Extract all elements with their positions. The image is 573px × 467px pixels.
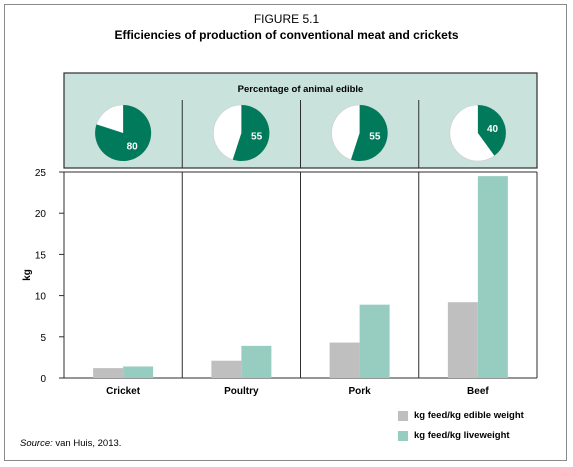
bar-pork-liveweight bbox=[359, 304, 390, 378]
y-tick-label: 20 bbox=[35, 209, 47, 220]
bar-poultry-liveweight bbox=[241, 345, 272, 378]
y-tick-label: 0 bbox=[40, 374, 46, 385]
x-tick-label-cricket: Cricket bbox=[106, 386, 141, 397]
source-note: Source: van Huis, 2013. bbox=[20, 438, 121, 449]
y-tick-label: 15 bbox=[35, 250, 47, 261]
bar-chart: 0 5 10 15 20 25 kg Cricket Poultry Pork Beef bbox=[22, 168, 538, 397]
pie-label-beef: 40 bbox=[487, 124, 499, 135]
legend-swatch-edible bbox=[398, 410, 408, 421]
pie-label-pork: 55 bbox=[369, 131, 381, 142]
pie-label-poultry: 55 bbox=[251, 131, 263, 142]
source-prefix: Source: bbox=[20, 438, 53, 449]
pie-panel-title: Percentage of animal edible bbox=[238, 84, 364, 95]
figure-title: Efficiencies of production of convention… bbox=[114, 28, 459, 42]
legend-swatch-liveweight bbox=[398, 430, 408, 441]
bar-cricket-edible bbox=[93, 368, 124, 378]
bar-pork-edible bbox=[329, 342, 360, 378]
legend-item-edible: kg feed/kg edible weight bbox=[398, 410, 524, 421]
pie-slice-beef bbox=[477, 105, 506, 156]
x-tick-label-poultry: Poultry bbox=[224, 386, 259, 397]
x-tick-label-beef: Beef bbox=[467, 386, 489, 397]
source-text: van Huis, 2013. bbox=[55, 438, 122, 449]
legend-label-liveweight: kg feed/kg liveweight bbox=[414, 430, 510, 441]
bar-beef-liveweight bbox=[477, 176, 508, 378]
y-axis-label: kg bbox=[22, 269, 33, 281]
y-tick-label: 25 bbox=[35, 168, 47, 179]
pie-slice-poultry bbox=[232, 105, 270, 161]
pie-slice-cricket bbox=[95, 105, 152, 162]
legend-item-liveweight: kg feed/kg liveweight bbox=[398, 430, 510, 441]
figure-label: FIGURE 5.1 bbox=[253, 12, 320, 26]
x-tick-label-pork: Pork bbox=[349, 386, 372, 397]
legend-label-edible: kg feed/kg edible weight bbox=[414, 410, 524, 421]
pie-panel: Percentage of animal edible 80 55 55 40 bbox=[63, 72, 538, 169]
y-tick-label: 10 bbox=[35, 292, 47, 303]
bar-cricket-liveweight bbox=[123, 366, 154, 378]
pie-label-cricket: 80 bbox=[127, 141, 139, 152]
y-tick-label: 5 bbox=[40, 333, 46, 344]
pie-slice-pork bbox=[350, 105, 388, 161]
bar-beef-edible bbox=[447, 302, 478, 378]
bar-poultry-edible bbox=[211, 360, 242, 378]
